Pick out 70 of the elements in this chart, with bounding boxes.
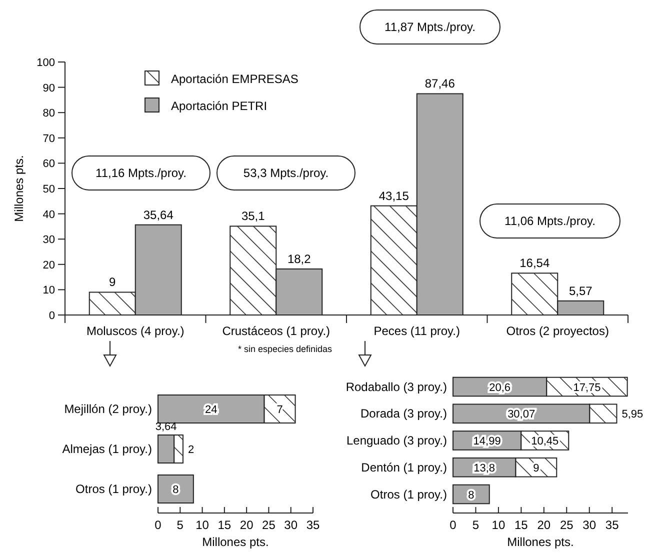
x-tick-label: Otros (2 proyectos) [506, 324, 609, 338]
y-tick-label: 80 [42, 108, 55, 120]
x-tick-label: 30 [582, 518, 596, 532]
y-axis-title: Millones pts. [12, 155, 26, 222]
y-tick-label: Lenguado (3 proy.) [346, 434, 447, 448]
y-tick-label: 100 [36, 57, 55, 69]
y-tick-label: 30 [42, 234, 55, 246]
x-tick-label: 0 [450, 518, 457, 532]
annotation: 11,06 Mpts./proy. [504, 214, 596, 228]
data-label: 9 [109, 275, 116, 290]
bar [158, 474, 194, 504]
data-label: 5,57 [568, 284, 593, 298]
data-label: 43,15 [378, 188, 410, 203]
data-label: 20,6 [489, 382, 511, 394]
data-label: 16,54 [520, 256, 550, 270]
y-tick-label: 70 [42, 132, 55, 145]
data-label: 5,95 [622, 408, 644, 421]
data-label: 9 [533, 462, 540, 474]
x-tick-label: 5 [472, 518, 480, 532]
y-tick-label: 40 [42, 208, 55, 221]
y-tick-label: 10 [42, 284, 55, 297]
x-tick-label: 20 [240, 518, 254, 532]
x-tick-label: 35 [605, 518, 620, 532]
y-tick-label: Dentón (1 proy.) [361, 460, 447, 474]
x-tick-label: 25 [560, 518, 574, 532]
y-tick-label: Rodaballo (3 proy.) [346, 380, 447, 394]
data-label: 7 [276, 404, 283, 416]
y-tick-label: Almejas (1 proy.) [62, 442, 152, 456]
x-tick-label: Peces (11 proy.) [374, 324, 460, 338]
data-label: 8 [468, 489, 474, 502]
data-label: 2 [188, 444, 194, 456]
data-label: 30,07 [508, 408, 536, 421]
x-tick-label: 15 [514, 518, 528, 532]
data-label: 3,64 [155, 421, 177, 433]
x-axis-title: Millones pts. [507, 535, 574, 549]
annotation: 53,3 Mpts./proy. [243, 166, 329, 180]
y-tick-label: Otros (1 proy.) [370, 487, 447, 502]
y-tick-label: 90 [42, 82, 55, 94]
x-tick-label: 20 [537, 518, 551, 532]
data-label: 8 [172, 484, 179, 496]
x-tick-label: 25 [262, 518, 276, 532]
x-tick-label: 15 [218, 518, 232, 532]
data-label: 13,8 [474, 462, 496, 474]
x-axis-title: Millones pts. [202, 535, 269, 549]
x-tick-label: 35 [306, 518, 320, 532]
x-tick-label: 30 [284, 518, 298, 532]
x-tick-label: 5 [176, 518, 184, 532]
annotation: 11,16 Mpts./proy. [96, 166, 186, 180]
x-tick-label: 0 [154, 518, 162, 532]
x-tick-label: 10 [196, 518, 210, 532]
data-label: 18,2 [287, 252, 312, 266]
text: * sin especies definidas [238, 344, 333, 354]
data-label: 24 [205, 404, 218, 416]
y-tick-label: 60 [42, 158, 55, 170]
legend-label: Aportación PETRI [171, 99, 268, 113]
y-tick-label: 20 [42, 259, 55, 272]
x-tick-label: Crustáceos (1 proy.) [222, 324, 330, 338]
y-tick-label: Dorada (3 proy.) [360, 406, 447, 421]
data-label: 14,99 [473, 436, 501, 448]
x-tick-label: Moluscos (4 proy.) [86, 324, 184, 338]
data-label: 35,1 [241, 209, 266, 224]
data-label: 35,64 [143, 208, 174, 222]
y-tick-label: Mejillón (2 proy.) [64, 402, 152, 416]
y-tick-label: 50 [42, 184, 55, 196]
legend-label: Aportación EMPRESAS [171, 72, 298, 86]
y-tick-label: Otros (1 proy.) [76, 482, 152, 496]
data-label: 87,46 [424, 76, 456, 91]
y-tick-label: 0 [48, 310, 55, 322]
text: 11,87 Mpts./proy. [384, 20, 476, 34]
x-tick-label: 10 [492, 518, 506, 532]
